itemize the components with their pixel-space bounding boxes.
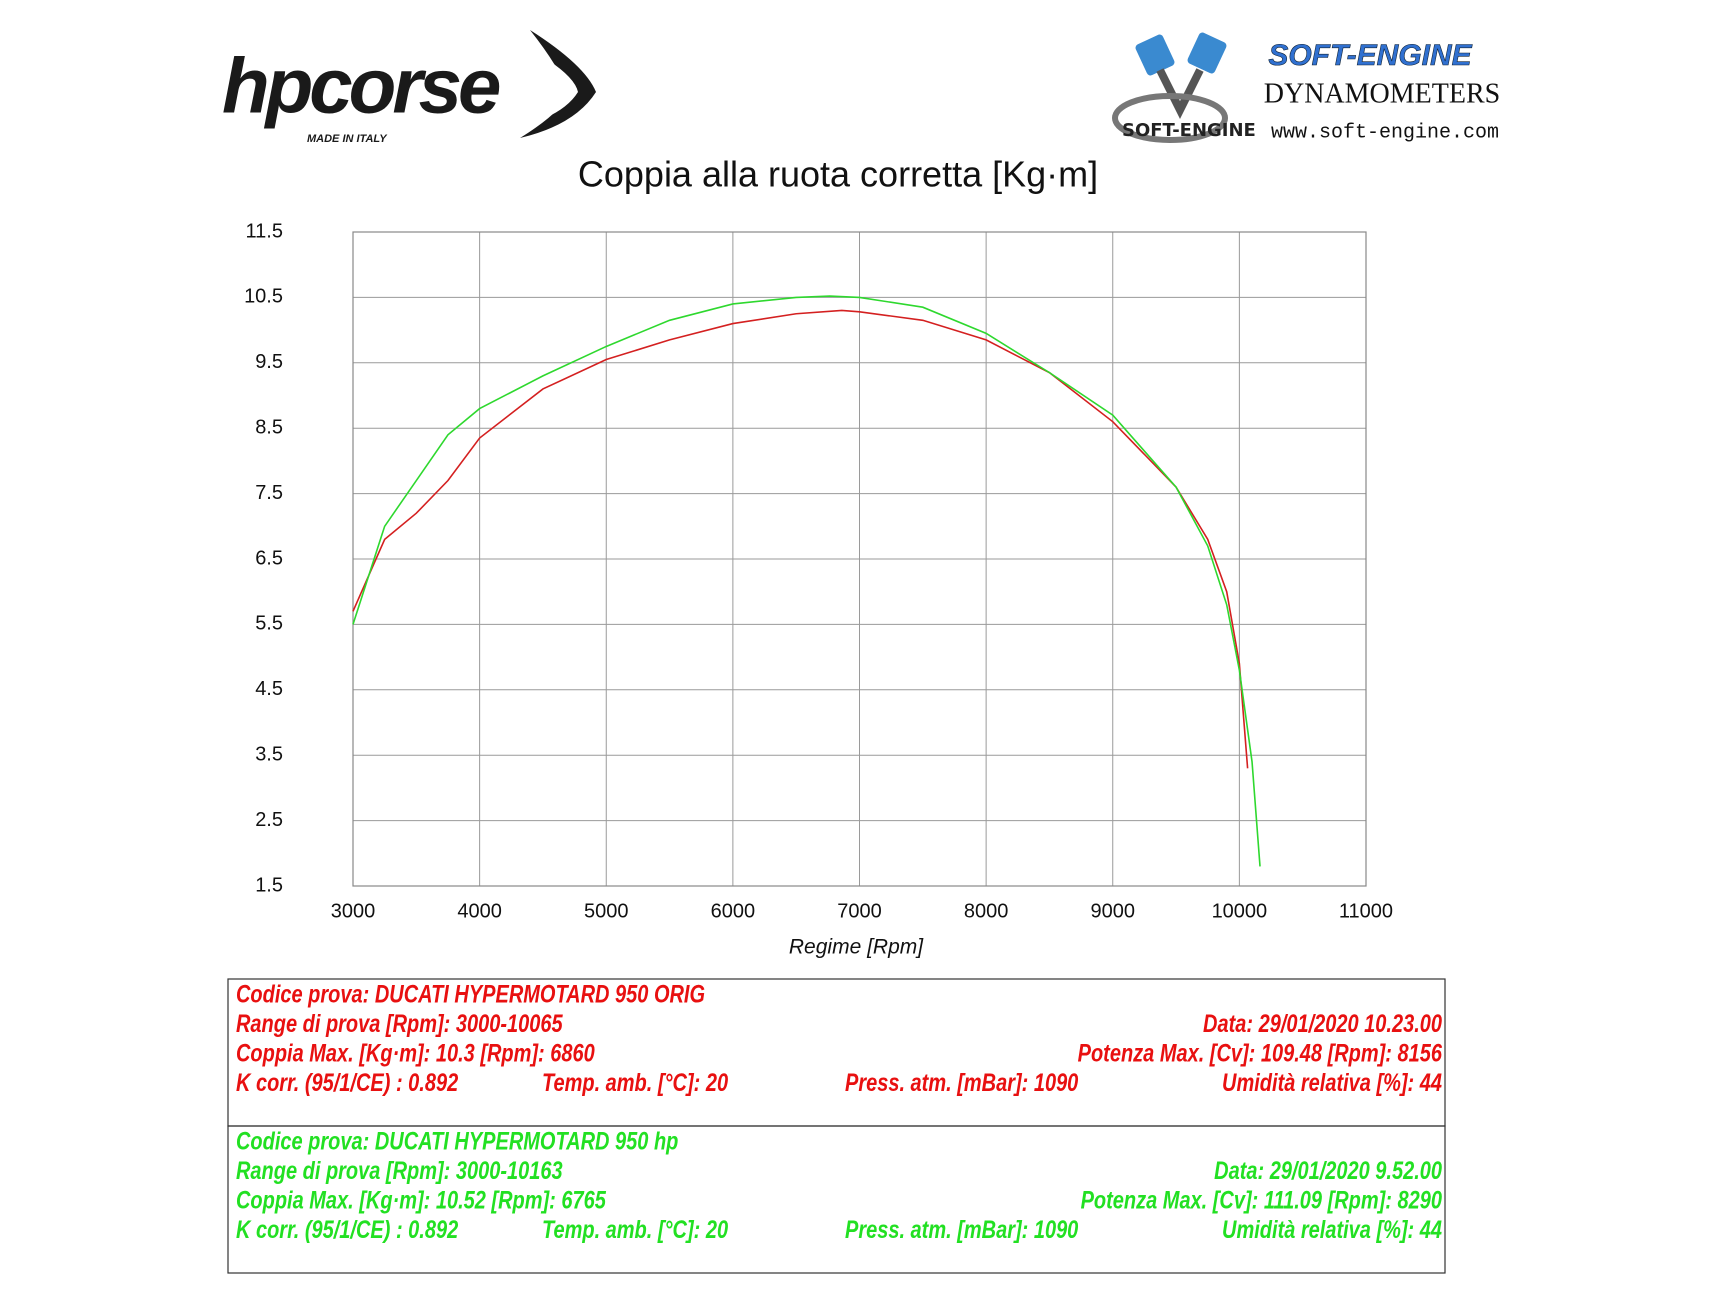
brand-logo: hpcorse — [222, 42, 500, 130]
info-text: K corr. (95/1/CE) : 0.892 — [236, 1069, 459, 1097]
info-text: Codice prova: DUCATI HYPERMOTARD 950 hp — [236, 1128, 679, 1156]
info-text-group: Codice prova: DUCATI HYPERMOTARD 950 ORI… — [236, 981, 1442, 1097]
plot-frame — [352, 231, 1367, 887]
info-panel — [227, 1125, 1446, 1274]
info-text: Press. atm. [mBar]: 1090 — [845, 1216, 1079, 1244]
info-text: Umidità relativa [%]: 44 — [1222, 1069, 1442, 1097]
x-tick-label: 8000 — [964, 900, 1009, 922]
y-tick-label: 7.5 — [255, 482, 283, 504]
x-tick-label: 6000 — [711, 900, 756, 922]
info-text: Range di prova [Rpm]: 3000-10065 — [236, 1010, 563, 1038]
series-line — [352, 309, 1249, 769]
brand-tagline: MADE IN ITALY — [307, 133, 388, 145]
partner-icon — [1112, 32, 1228, 143]
y-tick-label: 4.5 — [255, 678, 283, 700]
y-tick-label: 9.5 — [255, 351, 283, 373]
x-tick-label: 4000 — [457, 900, 502, 922]
brand-chevron — [520, 30, 596, 138]
info-text: Data: 29/01/2020 10.23.00 — [1203, 1010, 1442, 1038]
x-tick-label: 5000 — [584, 900, 629, 922]
info-text: Temp. amb. [°C]: 20 — [542, 1216, 728, 1244]
partner-sub: DYNAMOMETERS — [1264, 78, 1500, 109]
info-text: Range di prova [Rpm]: 3000-10163 — [236, 1157, 563, 1185]
y-tick-label: 1.5 — [255, 874, 283, 896]
partner-logo-text: SOFT-ENGINE — [1122, 120, 1256, 141]
series-line — [352, 295, 1261, 867]
partner-name: SOFT-ENGINE — [1268, 39, 1472, 72]
info-text: Umidità relativa [%]: 44 — [1222, 1216, 1442, 1244]
partner-url: www.soft-engine.com — [1271, 121, 1499, 144]
info-text-group: Codice prova: DUCATI HYPERMOTARD 950 hpR… — [236, 1128, 1442, 1244]
info-text: Data: 29/01/2020 9.52.00 — [1214, 1157, 1442, 1185]
y-tick-label: 5.5 — [255, 613, 283, 635]
chart-title: Coppia alla ruota corretta [Kg·m] — [578, 154, 1098, 195]
brand-chevron-inner — [545, 60, 578, 118]
info-text: Potenza Max. [Cv]: 109.48 [Rpm]: 8156 — [1078, 1040, 1443, 1068]
y-tick-label: 11.5 — [246, 220, 283, 242]
y-tick-label: 8.5 — [255, 416, 283, 438]
info-text: Coppia Max. [Kg·m]: 10.3 [Rpm]: 6860 — [236, 1040, 595, 1068]
x-tick-label: 9000 — [1091, 900, 1136, 922]
y-tick-label: 6.5 — [255, 547, 283, 569]
y-tick-label: 10.5 — [244, 286, 283, 308]
y-tick-label: 3.5 — [255, 743, 283, 765]
info-text: Potenza Max. [Cv]: 111.09 [Rpm]: 8290 — [1081, 1187, 1443, 1215]
x-tick-label: 10000 — [1212, 900, 1268, 922]
x-tick-label: 11000 — [1339, 900, 1393, 922]
info-text: Coppia Max. [Kg·m]: 10.52 [Rpm]: 6765 — [236, 1187, 606, 1215]
y-tick-label: 2.5 — [255, 809, 283, 831]
x-tick-label: 7000 — [837, 900, 882, 922]
info-text: Codice prova: DUCATI HYPERMOTARD 950 ORI… — [236, 981, 705, 1009]
x-axis-label: Regime [Rpm] — [789, 936, 924, 959]
info-text: Press. atm. [mBar]: 1090 — [845, 1069, 1079, 1097]
info-text: K corr. (95/1/CE) : 0.892 — [236, 1216, 459, 1244]
info-text: Temp. amb. [°C]: 20 — [542, 1069, 728, 1097]
x-tick-label: 3000 — [331, 900, 376, 922]
